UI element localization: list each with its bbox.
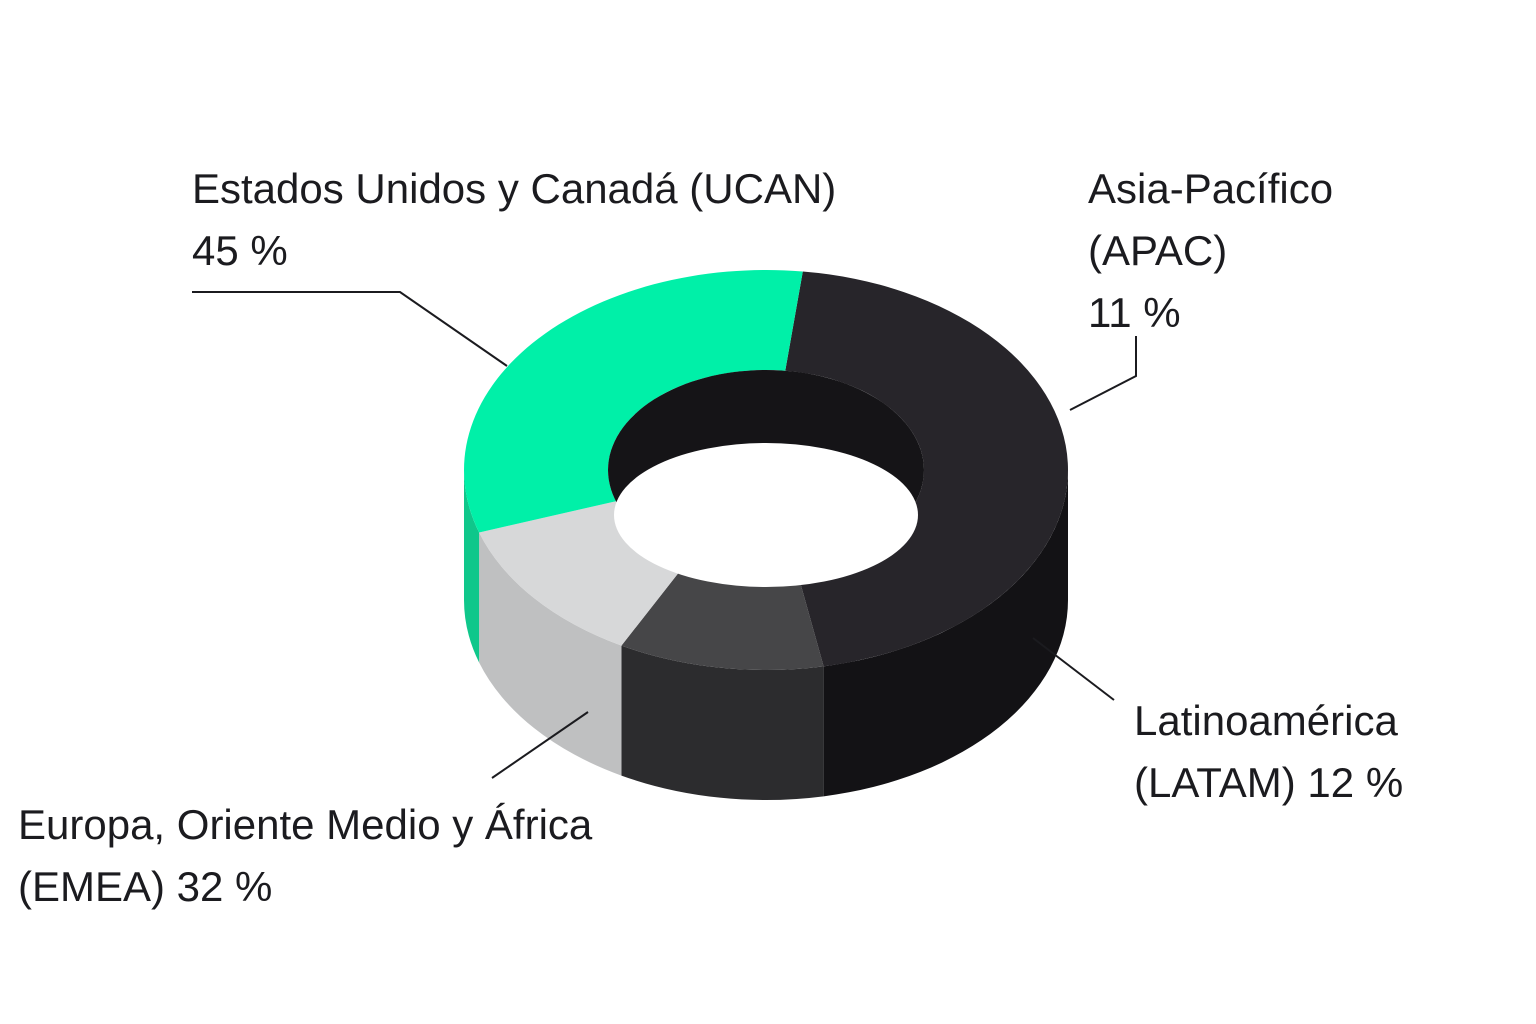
leader-line-latam xyxy=(1032,637,1115,701)
slice-label-latam-value: (LATAM) 12 % xyxy=(1134,759,1404,806)
slice-label-apac-name: Asia-Pacífico xyxy=(1088,165,1334,212)
donut-hole xyxy=(608,370,924,587)
slice-label-ucan-value: 45 % xyxy=(192,227,288,274)
slice-label-emea: Europa, Oriente Medio y África (EMEA) 32… xyxy=(18,794,592,918)
slice-label-apac-code: (APAC) xyxy=(1088,227,1228,274)
donut-side-1-0 xyxy=(621,645,824,800)
donut-hole-opening xyxy=(614,443,918,587)
slice-label-apac-value: 11 % xyxy=(1088,289,1181,336)
slice-label-latam: Latinoamérica (LATAM) 12 % xyxy=(1134,690,1403,814)
donut-slice-3 xyxy=(464,270,803,533)
leader-line-ucan xyxy=(192,291,508,367)
donut-side-3-0 xyxy=(464,470,480,663)
donut-side-layer xyxy=(464,470,1068,800)
slice-label-apac: Asia-Pacífico (APAC) 11 % xyxy=(1088,158,1333,344)
slice-label-emea-value: (EMEA) 32 % xyxy=(18,863,273,910)
leader-line-emea xyxy=(491,711,589,779)
slice-label-emea-name: Europa, Oriente Medio y África xyxy=(18,801,593,848)
slice-label-latam-name: Latinoamérica xyxy=(1134,697,1398,744)
slice-label-ucan-name: Estados Unidos y Canadá (UCAN) xyxy=(192,165,837,212)
leader-line-apac xyxy=(1069,336,1137,411)
donut-side-2-0 xyxy=(479,532,622,776)
leader-lines xyxy=(192,291,1137,779)
donut-side-0-0 xyxy=(823,470,1068,797)
slice-label-ucan: Estados Unidos y Canadá (UCAN) 45 % xyxy=(192,158,836,282)
